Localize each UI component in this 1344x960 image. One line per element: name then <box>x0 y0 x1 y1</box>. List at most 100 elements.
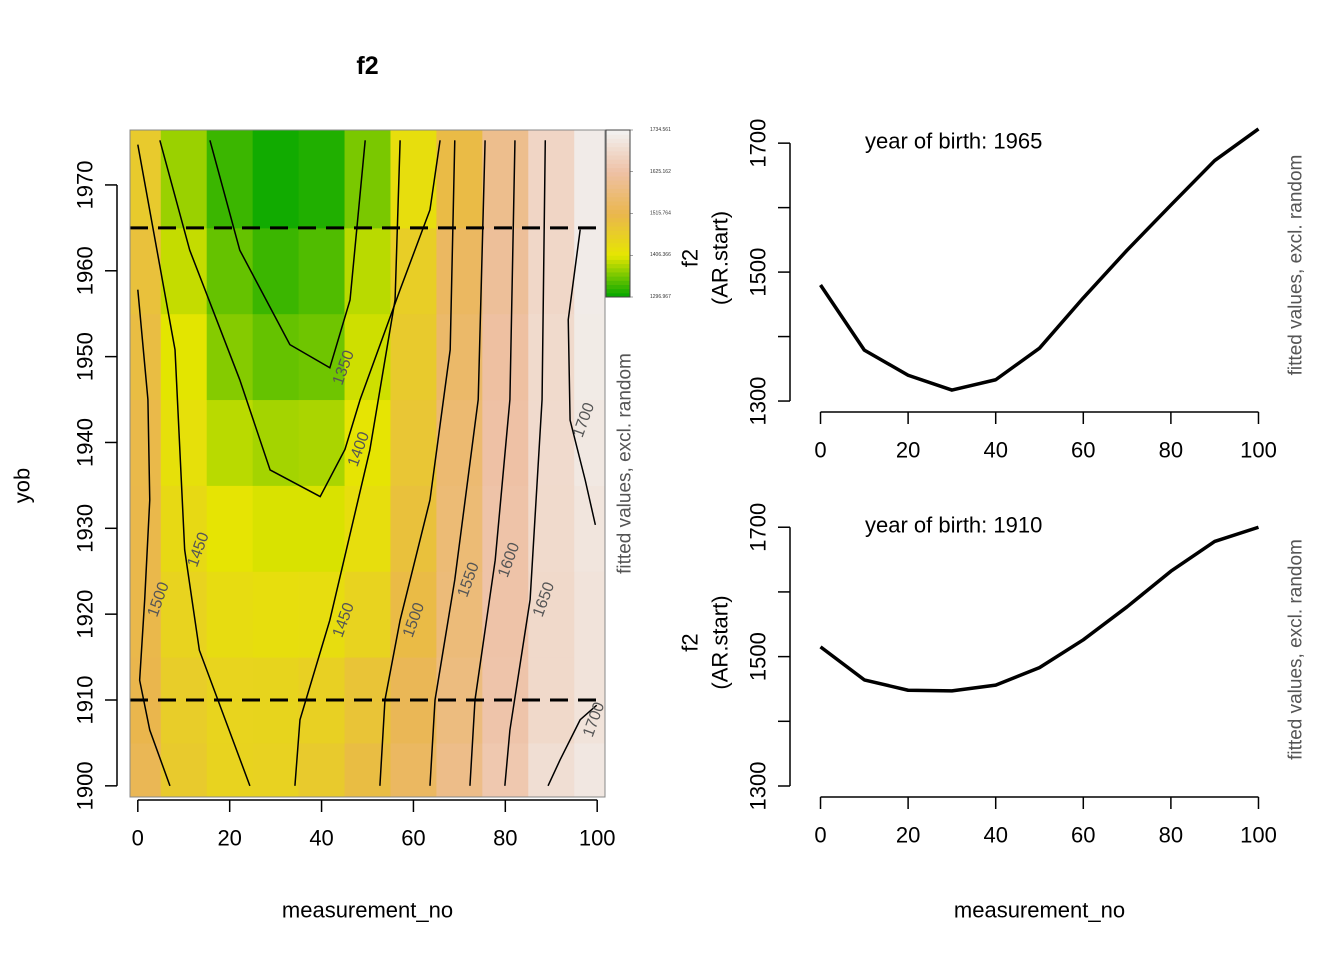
heat-cell <box>344 485 391 572</box>
contour-line <box>469 140 516 786</box>
heat-cell <box>574 130 605 229</box>
x-tick-label: 20 <box>217 826 241 851</box>
x-tick-label: 80 <box>493 826 517 851</box>
heat-cell <box>344 130 391 229</box>
annotation: year of birth: 1910 <box>865 513 1042 538</box>
heat-cell <box>130 742 162 797</box>
x-tick-label: 20 <box>896 823 920 848</box>
colorbar-swatch <box>606 242 630 248</box>
y-tick-label: 1900 <box>73 761 98 810</box>
colorbar-swatch <box>606 271 630 277</box>
heat-cell <box>160 313 208 401</box>
colorbar-swatch <box>606 184 630 189</box>
colorbar-swatch <box>606 200 630 206</box>
y-tick-label: 1700 <box>746 119 771 168</box>
heat-cell <box>344 313 391 401</box>
heat-cell <box>298 485 346 572</box>
heat-cell <box>528 571 575 658</box>
heat-cell <box>130 227 162 315</box>
colorbar-swatch <box>606 171 630 177</box>
colorbar-swatch <box>606 209 630 214</box>
heat-cell <box>130 485 162 572</box>
heat-cell <box>298 130 346 229</box>
contour-line <box>137 144 251 787</box>
heat-cell <box>574 227 605 315</box>
heat-cell <box>206 571 254 658</box>
heat-cell <box>298 399 346 486</box>
colorbar-swatch <box>606 150 630 156</box>
heat-cell <box>344 571 391 658</box>
heat-cell <box>252 227 300 315</box>
y-axis-label: yob <box>10 468 35 503</box>
heat-cell <box>482 227 529 315</box>
x-tick-label: 80 <box>1159 438 1183 463</box>
y-tick-label: 1300 <box>746 377 771 426</box>
x-axis-label: measurement_no <box>954 898 1125 923</box>
heat-cell <box>252 130 300 229</box>
heat-cell <box>206 313 254 401</box>
heat-cell <box>206 742 254 797</box>
x-tick-label: 80 <box>1159 823 1183 848</box>
heat-cell <box>344 742 391 797</box>
colorbar-label: 1406.366 <box>650 252 671 258</box>
heat-cell <box>298 313 346 401</box>
heat-cell <box>574 571 605 658</box>
colorbar-swatch <box>606 226 630 231</box>
heat-cell <box>160 227 208 315</box>
heat-cell <box>298 227 346 315</box>
colorbar-swatch <box>606 234 630 240</box>
heat-cell <box>130 399 162 486</box>
contour-line <box>547 704 598 787</box>
heat-cell <box>574 742 605 797</box>
colorbar-swatch <box>606 255 630 260</box>
heat-cell <box>160 742 208 797</box>
heat-cell <box>528 227 575 315</box>
colorbar-swatch <box>606 284 630 290</box>
colorbar-swatch <box>606 221 630 227</box>
x-tick-label: 0 <box>814 823 826 848</box>
x-tick-label: 60 <box>401 826 425 851</box>
colorbar-swatch <box>606 280 630 285</box>
heat-cell <box>390 571 437 658</box>
line <box>819 525 1260 693</box>
heat-cell <box>436 485 483 572</box>
contour-line <box>209 140 366 369</box>
y-axis-label: (AR.start) <box>708 595 733 689</box>
colorbar-swatch <box>606 213 630 219</box>
colorbar-swatch <box>606 276 630 281</box>
y-axis-label: f2 <box>678 249 703 267</box>
plot-frame <box>129 129 606 798</box>
heat-cell <box>574 313 605 401</box>
side-label: fitted values, excl. random <box>1286 155 1307 376</box>
colorbar-swatch <box>606 238 630 244</box>
x-tick-label: 40 <box>983 438 1007 463</box>
heat-cell <box>390 742 437 797</box>
heat-cell <box>528 313 575 401</box>
colorbar-swatch <box>606 205 630 210</box>
x-axis-label: measurement_no <box>282 898 453 923</box>
colorbar-swatch <box>606 180 630 185</box>
colorbar-swatch <box>606 159 630 164</box>
heat-cell <box>390 313 437 401</box>
heat-cell <box>160 399 208 486</box>
heat-cell <box>160 571 208 658</box>
heat-cell <box>482 485 529 572</box>
side-label: fitted values, excl. random <box>1286 539 1307 760</box>
chart-title: f2 <box>356 52 378 80</box>
heat-cell <box>528 399 575 486</box>
heat-cell <box>390 399 437 486</box>
side-label: fitted values, excl. random <box>615 353 636 574</box>
y-tick-label: 1920 <box>73 590 98 639</box>
heat-cell <box>206 227 254 315</box>
y-tick-label: 1950 <box>73 332 98 381</box>
colorbar-swatch <box>606 251 630 256</box>
heat-cell <box>436 130 483 229</box>
colorbar-swatch <box>606 188 630 194</box>
heat-cell <box>574 399 605 486</box>
x-tick-label: 0 <box>132 826 144 851</box>
heat-cell <box>130 130 162 229</box>
heat-cell <box>528 485 575 572</box>
x-tick-label: 60 <box>1071 438 1095 463</box>
